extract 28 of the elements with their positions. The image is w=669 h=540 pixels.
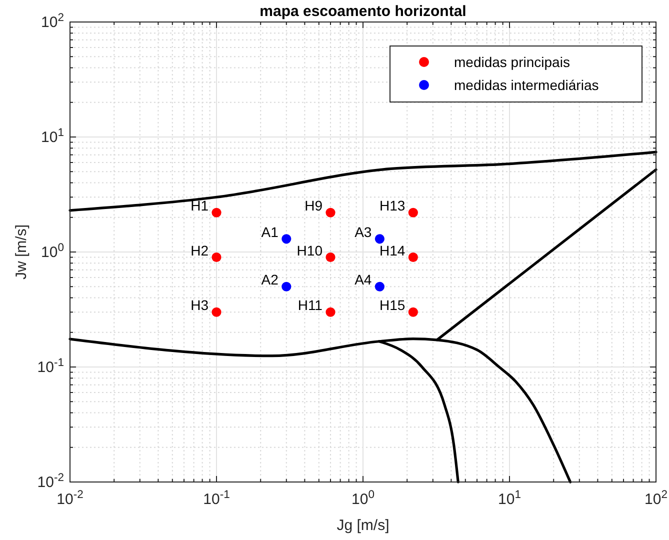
y-tick-label: 10$^{2}$ — [41, 12, 64, 31]
annotation: A2 — [261, 272, 279, 288]
y-tick-label: 10$^{-2}$ — [37, 472, 64, 491]
x-tick-label: 10$^{2}$ — [644, 489, 668, 508]
annotation: H3 — [190, 297, 209, 314]
legend-label: medidas intermediárias — [454, 77, 599, 93]
x-tick-label: 10$^{0}$ — [352, 489, 374, 508]
annotation: H13 — [379, 198, 406, 214]
x-axis-title: Jg [m/s] — [336, 517, 390, 534]
annotation: H1 — [190, 198, 209, 214]
x-tick-label: 10$^{1}$ — [498, 489, 521, 508]
y-tick-label: 10$^{-1}$ — [37, 357, 64, 376]
y-tick-label: 10$^{1}$ — [41, 127, 64, 146]
annotation: A3 — [354, 224, 372, 240]
annotation: A1 — [261, 224, 279, 240]
x-tick-label: 10$^{-1}$ — [203, 489, 230, 508]
x-tick-label: 10$^{-2}$ — [56, 489, 84, 508]
annotation: H11 — [298, 297, 323, 314]
annotation: H2 — [190, 242, 209, 258]
chart-title: mapa escoamento horizontal — [260, 3, 466, 20]
legend-label: medidas principais — [454, 54, 570, 70]
annotation: A4 — [354, 272, 372, 288]
annotation: H10 — [296, 242, 323, 258]
annotation: H14 — [379, 242, 406, 258]
annotation: H9 — [304, 198, 323, 214]
y-tick-label: 10$^{0}$ — [41, 242, 64, 261]
y-axis-title: Jw [m/s] — [13, 224, 30, 280]
annotation: H15 — [379, 297, 406, 314]
